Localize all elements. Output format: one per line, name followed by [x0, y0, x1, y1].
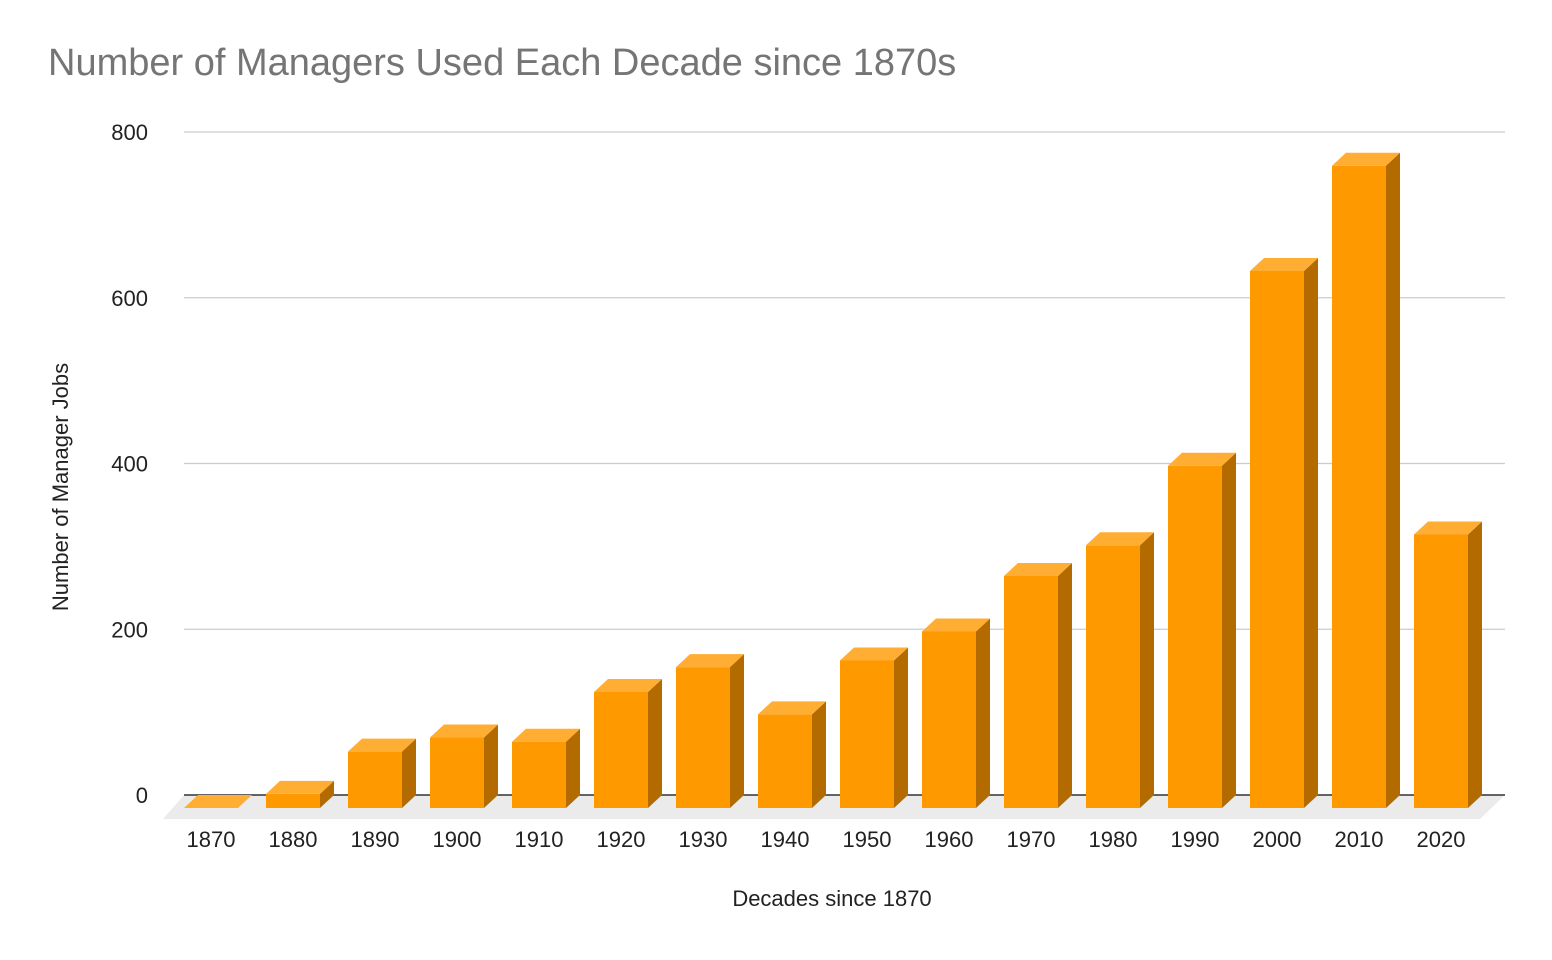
bar-top [266, 780, 334, 794]
bar-front [758, 714, 812, 808]
bar-side [730, 654, 744, 808]
bar-front [594, 691, 648, 808]
bar-front [1004, 575, 1058, 808]
x-tick-label: 1990 [1171, 827, 1220, 852]
y-tick-label: 400 [111, 452, 148, 477]
bar-front [266, 793, 320, 808]
bar-1930 [676, 654, 744, 808]
y-axis-ticks: 0 200 400 600 800 [111, 120, 148, 808]
bar-front [512, 741, 566, 808]
bar-front [840, 660, 894, 808]
bar-front [1168, 465, 1222, 808]
bar-side [484, 724, 498, 808]
bar-front [430, 737, 484, 808]
bar-side [812, 701, 826, 808]
bars [184, 152, 1482, 809]
x-axis-title: Decades since 1870 [732, 886, 931, 911]
x-tick-label: 2020 [1417, 827, 1466, 852]
x-tick-label: 1940 [761, 827, 810, 852]
y-tick-label: 0 [136, 783, 148, 808]
bar-side [1058, 562, 1072, 808]
x-tick-label: 1960 [925, 827, 974, 852]
bar-1970 [1004, 562, 1072, 808]
bar-side [402, 738, 416, 808]
bar-1950 [840, 647, 908, 808]
bar-side [976, 618, 990, 808]
bar-side [566, 728, 580, 808]
x-tick-label: 1950 [843, 827, 892, 852]
bar-top [676, 654, 744, 668]
bar-1910 [512, 728, 580, 808]
bar-1940 [758, 701, 826, 808]
bar-top [594, 678, 662, 692]
bar-1980 [1086, 532, 1154, 808]
y-axis-title: Number of Manager Jobs [48, 363, 73, 611]
bar-1880 [266, 780, 334, 808]
bar-2010 [1332, 152, 1400, 808]
x-tick-label: 1910 [515, 827, 564, 852]
bar-front [922, 631, 976, 808]
bar-1990 [1168, 452, 1236, 808]
x-tick-label: 1890 [351, 827, 400, 852]
bar-front [1086, 545, 1140, 808]
chart-title: Number of Managers Used Each Decade sinc… [48, 42, 957, 84]
y-tick-label: 600 [111, 286, 148, 311]
x-tick-label: 1920 [597, 827, 646, 852]
y-tick-label: 800 [111, 120, 148, 145]
bar-1960 [922, 618, 990, 808]
bar-front [1250, 270, 1304, 809]
x-tick-label: 1980 [1089, 827, 1138, 852]
bar-top [1414, 521, 1482, 535]
bar-top [1332, 152, 1400, 166]
bar-top [1168, 452, 1236, 466]
bar-top [512, 728, 580, 742]
bar-front [1414, 534, 1468, 808]
bar-top [758, 701, 826, 715]
bar-top [430, 724, 498, 738]
bar-1890 [348, 738, 416, 808]
y-tick-label: 200 [111, 617, 148, 642]
x-tick-label: 1930 [679, 827, 728, 852]
bar-2000 [1250, 257, 1318, 809]
bar-top [840, 647, 908, 661]
bar-side [894, 647, 908, 808]
x-tick-label: 1900 [433, 827, 482, 852]
x-tick-label: 2000 [1253, 827, 1302, 852]
bar-top [922, 618, 990, 632]
bar-top [184, 795, 252, 808]
x-tick-label: 1970 [1007, 827, 1056, 852]
bar-side [648, 678, 662, 808]
bar-top [1086, 532, 1154, 546]
bar-side [1222, 452, 1236, 808]
bar-top [348, 738, 416, 752]
bar-front [1332, 165, 1386, 808]
bar-top [1004, 562, 1072, 576]
x-tick-label: 1880 [269, 827, 318, 852]
bar-1870 [184, 795, 252, 808]
bar-1900 [430, 724, 498, 808]
bar-side [1304, 257, 1318, 809]
bar-1920 [594, 678, 662, 808]
bar-front [676, 667, 730, 808]
x-tick-label: 2010 [1335, 827, 1384, 852]
bar-side [1386, 152, 1400, 808]
bar-front [348, 751, 402, 808]
bar-side [1140, 532, 1154, 808]
bar-side [1468, 521, 1482, 808]
x-tick-label: 1870 [187, 827, 236, 852]
bar-side [320, 780, 334, 808]
x-axis-ticks: 1870 1880 1890 1900 1910 1920 1930 1940 1950 1960… [187, 827, 1466, 852]
bar-top [1250, 257, 1318, 271]
bar-2020 [1414, 521, 1482, 808]
